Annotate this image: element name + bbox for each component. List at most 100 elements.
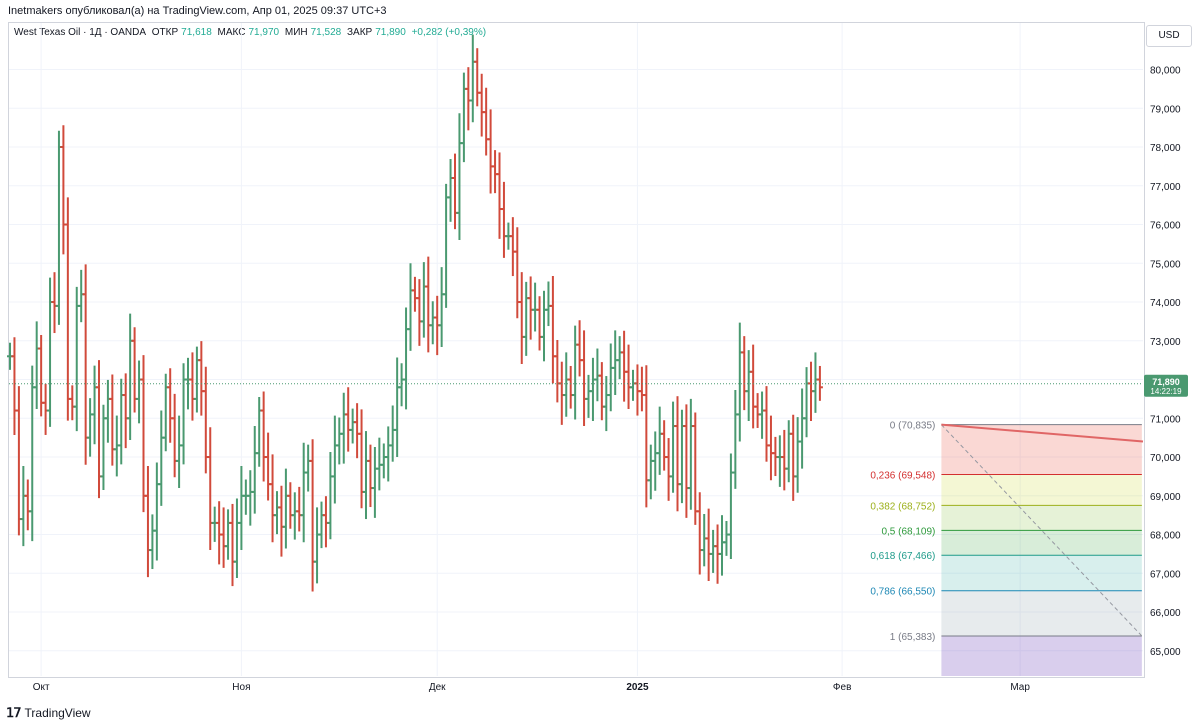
- ohlc-bar: [514, 227, 521, 319]
- ohlc-bar: [719, 515, 725, 576]
- ohlc-bar: [487, 109, 494, 194]
- ohlc-bar: [745, 350, 752, 422]
- ohlc-bar: [278, 485, 285, 557]
- ohlc-bar: [309, 439, 316, 592]
- fib-level-label: 1 (65,383): [890, 632, 936, 643]
- ohlc-bar: [465, 67, 472, 131]
- ohlc-bar: [678, 409, 685, 504]
- fib-level-label: 0,236 (69,548): [870, 471, 935, 482]
- ohlc-bar: [572, 325, 579, 420]
- ohlc-bar: [24, 479, 31, 531]
- tradingview-logo-icon: 𝟣𝟩: [6, 705, 22, 720]
- ohlc-bar: [171, 393, 178, 478]
- ohlc-bar: [82, 264, 89, 465]
- ohlc-bar: [785, 420, 792, 483]
- low-label: МИН: [284, 27, 308, 38]
- y-tick-label: 77,000: [1150, 182, 1181, 193]
- ohlc-bar: [523, 281, 530, 356]
- y-tick-label: 66,000: [1150, 608, 1181, 619]
- close-value: 71,890: [375, 27, 406, 38]
- ohlc-bar: [385, 426, 392, 482]
- y-tick-label: 80,000: [1150, 66, 1181, 77]
- ohlc-bar: [794, 417, 801, 493]
- change-value: +0,282 (+0,39%): [411, 27, 487, 38]
- y-tick-label: 70,000: [1150, 453, 1181, 464]
- ohlc-bar: [220, 507, 227, 568]
- ohlc-bar: [198, 341, 205, 416]
- fib-zone: [941, 530, 1142, 556]
- chart-pane[interactable]: [8, 22, 1145, 678]
- footer: 𝟣𝟩 TradingView: [6, 703, 91, 723]
- y-tick-label: 68,000: [1150, 531, 1181, 542]
- ohlc-bar: [638, 366, 645, 412]
- ohlc-bar: [812, 352, 819, 413]
- ohlc-bar: [300, 442, 307, 543]
- time-axis: ОктНояДек2025ФевМарАпр: [33, 682, 1031, 693]
- x-tick-label: Дек: [429, 682, 446, 693]
- ohlc-bar: [251, 426, 258, 514]
- ohlc-bar: [274, 491, 280, 535]
- ohlc-bar: [754, 393, 761, 428]
- ohlc-bar: [603, 376, 610, 432]
- ohlc-bar: [363, 431, 369, 520]
- ohlc-bar: [394, 357, 401, 458]
- ohlc-bar: [554, 340, 561, 403]
- ohlc-bar: [398, 363, 405, 407]
- ohlc-bar: [91, 365, 98, 445]
- ohlc-bar: [349, 408, 356, 444]
- ohlc-bar: [38, 334, 45, 417]
- ohlc-bar: [282, 468, 289, 549]
- ohlc-bar: [256, 396, 263, 467]
- ohlc-bar: [367, 444, 374, 508]
- y-tick-label: 74,000: [1150, 298, 1181, 309]
- footer-brand[interactable]: TradingView: [24, 706, 91, 720]
- ohlc-bar: [109, 374, 116, 466]
- ohlc-bar: [759, 391, 766, 439]
- fib-zone: [941, 505, 1142, 531]
- ohlc-bar: [576, 320, 583, 377]
- ohlc-bar: [78, 269, 85, 323]
- fib-zone-extension: [941, 635, 1142, 676]
- ohlc-bar: [567, 365, 574, 409]
- ohlc-bar: [536, 296, 543, 351]
- ohlc-bar: [701, 514, 708, 567]
- ohlc-bar: [233, 498, 240, 578]
- ohlc-bar: [269, 454, 276, 543]
- ohlc-bar: [741, 336, 748, 411]
- y-tick-label: 71,000: [1150, 414, 1181, 425]
- ohlc-bar: [558, 361, 565, 425]
- ohlc-bar: [692, 412, 699, 525]
- ohlc-bar: [411, 276, 418, 312]
- y-tick-label: 73,000: [1150, 337, 1181, 348]
- ohlc-bar: [136, 360, 143, 424]
- ohlc-bar: [518, 272, 525, 365]
- low-value: 71,528: [310, 27, 342, 38]
- ohlc-bar: [643, 365, 650, 508]
- x-tick-label: Мар: [1010, 682, 1030, 693]
- last-price-box: [1144, 374, 1188, 397]
- symbol-legend: West Texas Oil · 1Д · OANDA ОТКР 71,618 М…: [14, 27, 489, 38]
- y-tick-label: 76,000: [1150, 221, 1181, 232]
- ohlc-bar: [647, 444, 654, 500]
- ohlc-bar: [176, 415, 183, 489]
- ohlc-chart[interactable]: 0 (70,835) 0,236 (69,548) 0,382 (68,752) 0,…: [0, 0, 1200, 700]
- ohlc-bar: [447, 159, 454, 222]
- fib-zone: [941, 590, 1142, 636]
- ohlc-bar: [665, 438, 672, 501]
- ohlc-bar: [247, 470, 254, 526]
- ohlc-bar: [180, 363, 187, 465]
- ohlc-bar: [242, 479, 249, 515]
- currency-button[interactable]: USD: [1146, 25, 1192, 47]
- symbol-name[interactable]: West Texas Oil · 1Д · OANDA: [14, 27, 146, 38]
- fib-retracement: 0 (70,835) 0,236 (69,548) 0,382 (68,752) 0,…: [870, 421, 1144, 676]
- ohlc-bar: [661, 420, 668, 471]
- ohlc-bar: [69, 385, 76, 421]
- ohlc-bar: [563, 352, 570, 417]
- ohlc-bar: [140, 355, 147, 513]
- ohlc-bar: [545, 281, 552, 327]
- ohlc-bar: [185, 357, 191, 410]
- ohlc-bar: [51, 272, 58, 334]
- ohlc-bar: [687, 398, 694, 510]
- fib-level-label: 0,382 (68,752): [870, 501, 935, 512]
